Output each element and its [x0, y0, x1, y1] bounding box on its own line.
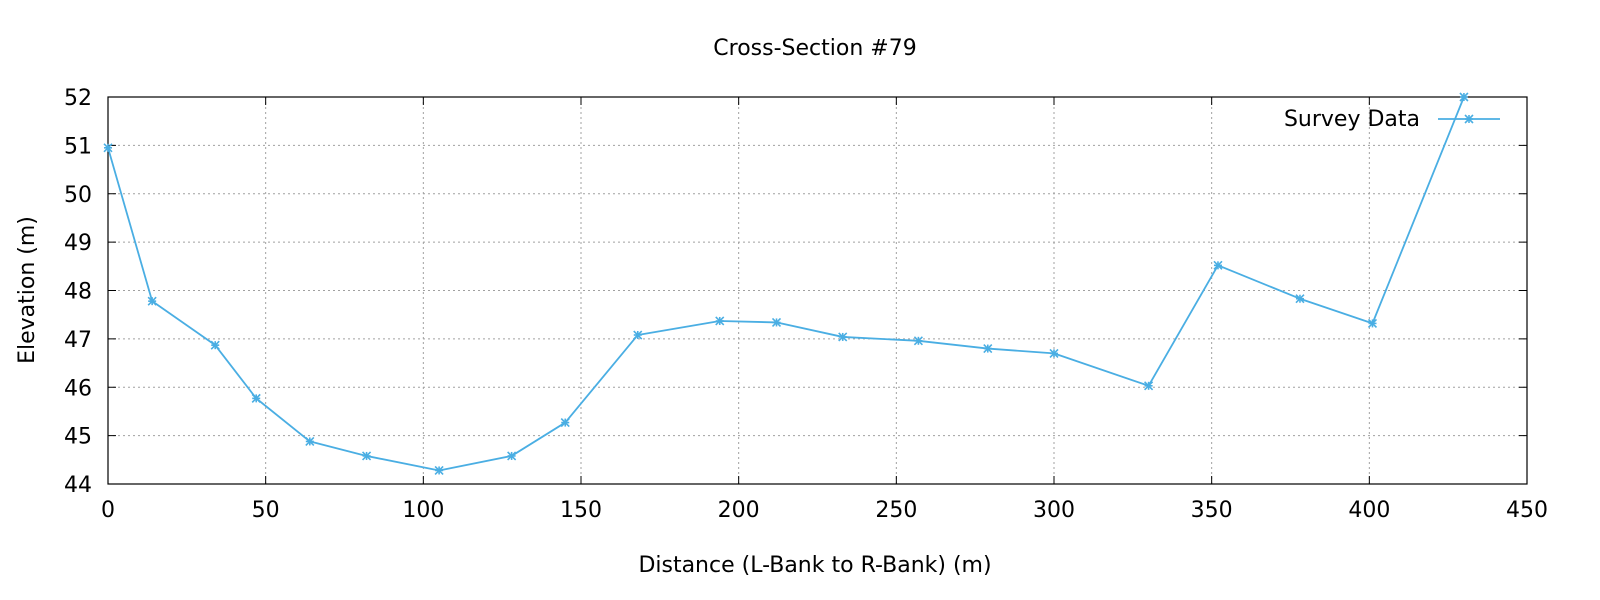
- x-tick-label: 50: [252, 498, 280, 523]
- series-line: [107, 96, 1465, 472]
- x-tick-label: 350: [1191, 498, 1233, 523]
- y-tick-label: 51: [64, 134, 92, 159]
- x-tick-label: 0: [101, 498, 115, 523]
- data-point: [715, 316, 725, 326]
- data-point: [507, 451, 517, 461]
- data-point: [838, 332, 848, 342]
- data-point: [362, 451, 372, 461]
- y-axis-title: Elevation (m): [15, 216, 40, 364]
- x-tick-label: 450: [1506, 498, 1548, 523]
- x-tick-label: 300: [1033, 498, 1075, 523]
- y-tick-label: 47: [64, 328, 92, 353]
- data-point: [771, 317, 782, 327]
- series-layer: [103, 92, 1469, 476]
- data-point: [434, 465, 444, 476]
- data-point: [1049, 348, 1059, 358]
- legend-label: Survey Data: [1284, 107, 1420, 132]
- y-tick-label: 46: [64, 376, 92, 401]
- data-point: [913, 336, 923, 346]
- y-tick-label: 48: [64, 280, 92, 305]
- data-point: [633, 330, 643, 340]
- legend-marker: [1464, 114, 1474, 124]
- x-tick-label: 250: [875, 498, 917, 523]
- data-point: [251, 393, 261, 403]
- legend: Survey Data: [1284, 107, 1500, 132]
- y-tick-label: 45: [64, 425, 92, 450]
- x-axis: 0 50 100 150 200 250 300 350 400 450: [101, 97, 1548, 523]
- data-point: [983, 343, 993, 354]
- legend-marker-glyph: [1464, 114, 1474, 124]
- chart-title: Cross-Section #79: [713, 36, 916, 61]
- y-tick-label: 49: [64, 231, 92, 256]
- grid: [108, 97, 1527, 484]
- y-tick-label: 52: [64, 86, 92, 111]
- data-point: [1367, 318, 1378, 328]
- y-axis: 44 45 46 47 48 49 50 51 52: [64, 86, 1527, 498]
- data-point: [1295, 294, 1305, 304]
- x-axis-title: Distance (L-Bank to R-Bank) (m): [638, 553, 991, 578]
- x-tick-label: 150: [560, 498, 602, 523]
- x-tick-label: 200: [718, 498, 760, 523]
- x-tick-label: 400: [1348, 498, 1390, 523]
- y-tick-label: 44: [64, 473, 92, 498]
- data-point: [103, 143, 113, 153]
- data-point: [1213, 260, 1223, 270]
- data-point: [147, 296, 157, 306]
- data-point: [560, 417, 570, 428]
- x-tick-label: 100: [402, 498, 444, 523]
- data-point: [305, 436, 315, 446]
- y-tick-label: 50: [64, 183, 92, 208]
- data-point: [210, 340, 220, 350]
- data-point: [1144, 381, 1154, 391]
- data-point: [1459, 92, 1469, 102]
